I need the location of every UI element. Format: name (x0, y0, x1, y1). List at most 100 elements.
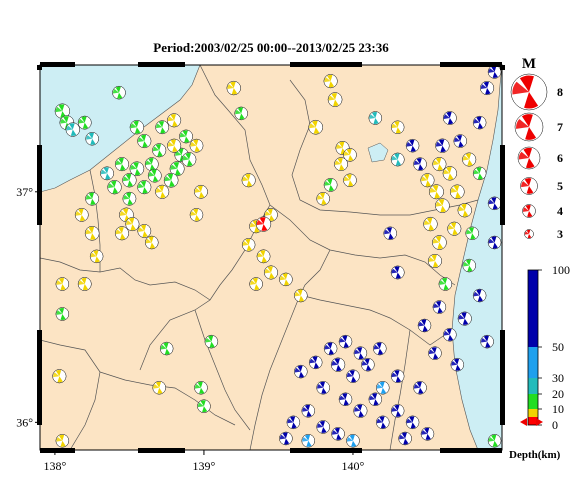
beachball-lobe (86, 135, 93, 140)
beachball-lobe (142, 187, 148, 194)
beachball-lobe (252, 278, 258, 285)
beachball-lobe (369, 395, 376, 401)
beachball-lobe (81, 116, 87, 123)
beachball-lobe (119, 210, 127, 216)
beachball-lobe (148, 158, 154, 165)
beachball-lobe (164, 176, 172, 182)
beachball-lobe (103, 167, 109, 174)
beachball-lobe (488, 238, 495, 244)
beachball-lobe (267, 266, 273, 273)
beachball-lobe (167, 116, 175, 122)
beachball-lobe (112, 187, 119, 194)
beachball-lobe (317, 423, 324, 428)
beachball-lobe (349, 434, 355, 441)
beachball-lobe (467, 159, 473, 166)
beachball-lobe (485, 88, 491, 95)
event-beachball (447, 221, 462, 236)
beachball-lobe (433, 260, 439, 268)
x-tick-label: 140° (342, 459, 365, 473)
beachball-lobe (209, 341, 215, 348)
beachball-lobe (145, 238, 152, 244)
event-beachball (353, 346, 368, 360)
beachball-lobe (458, 206, 465, 212)
event-beachball (327, 92, 343, 107)
beachball-lobe (416, 158, 422, 165)
depth-tick-label: 10 (552, 402, 564, 416)
beachball-lobe (461, 312, 467, 319)
beachball-lobe (105, 173, 111, 180)
beachball-lobe (354, 406, 361, 412)
beachball-lobe (88, 132, 94, 139)
beachball-lobe (480, 84, 488, 89)
beachball-lobe (492, 242, 498, 249)
event-beachball (457, 311, 472, 326)
beachball-lobe (279, 275, 286, 281)
beachball-lobe (90, 233, 96, 240)
beachball-lobe (447, 173, 454, 180)
beachball-lobe (170, 164, 178, 170)
beachball-lobe (524, 92, 539, 109)
beachball-lobe (264, 211, 271, 216)
beachball-lobe (250, 280, 257, 285)
beachball-lobe (448, 118, 454, 125)
event-beachball (241, 173, 256, 188)
magnitude-legend-title: M (522, 56, 536, 72)
beachball-lobe (491, 236, 497, 243)
beachball-lobe (327, 74, 333, 82)
beachball-lobe (450, 222, 457, 229)
beachball-lobe (269, 214, 275, 221)
beachball-lobe (448, 224, 455, 230)
beachball-lobe (379, 381, 385, 388)
beachball-lobe (208, 335, 214, 342)
beachball-lobe (414, 384, 421, 389)
beachball-lobe (313, 362, 319, 369)
event-beachball (137, 134, 152, 149)
beachball-lobe (170, 114, 176, 121)
event-beachball (316, 191, 330, 206)
event-beachball (343, 173, 357, 188)
event-beachball (84, 225, 100, 241)
beachball-lobe (521, 181, 529, 188)
beachball-lobe (428, 224, 434, 231)
beachball-lobe (437, 164, 443, 171)
beachball-lobe (117, 92, 123, 99)
event-beachball (159, 341, 174, 356)
event-beachball (361, 357, 375, 372)
beachball-lobe (142, 230, 148, 238)
border-line (299, 294, 453, 346)
event-beachball (435, 198, 450, 213)
beachball-lobe (339, 164, 345, 171)
event-beachball (147, 168, 162, 183)
beachball-lobe (380, 387, 387, 394)
beachball-lobe (351, 376, 357, 383)
beachball-lobe (414, 160, 421, 166)
event-beachball (234, 106, 248, 121)
event-beachball (197, 399, 211, 413)
beachball-lobe (108, 183, 115, 189)
beachball-lobe (145, 160, 152, 166)
beachball-lobe (328, 81, 335, 88)
beachball-lobe (327, 342, 333, 349)
event-beachball (286, 415, 301, 430)
beachball-lobe (151, 169, 157, 176)
depth-band (528, 378, 538, 394)
beachball-lobe (358, 410, 364, 418)
magnitude-legend-label: 6 (557, 151, 563, 165)
beachball-lobe (179, 132, 187, 138)
beachball-lobe (491, 65, 497, 72)
beachball-lobe (348, 180, 354, 187)
beachball-lobe (164, 348, 170, 355)
beachball-lobe (431, 347, 437, 354)
beachball-lobe (246, 244, 252, 251)
event-beachball (450, 357, 465, 372)
beachball-lobe (376, 418, 383, 424)
beachball-lobe (321, 387, 327, 394)
beachball-lobe (167, 173, 174, 181)
beachball-lobe (86, 194, 93, 200)
event-beachball (179, 129, 193, 144)
beachball-lobe (406, 418, 413, 424)
beachball-lobe (526, 186, 534, 194)
event-beachball (294, 288, 308, 303)
beachball-lobe (81, 277, 87, 285)
beachball-lobe (422, 325, 428, 332)
